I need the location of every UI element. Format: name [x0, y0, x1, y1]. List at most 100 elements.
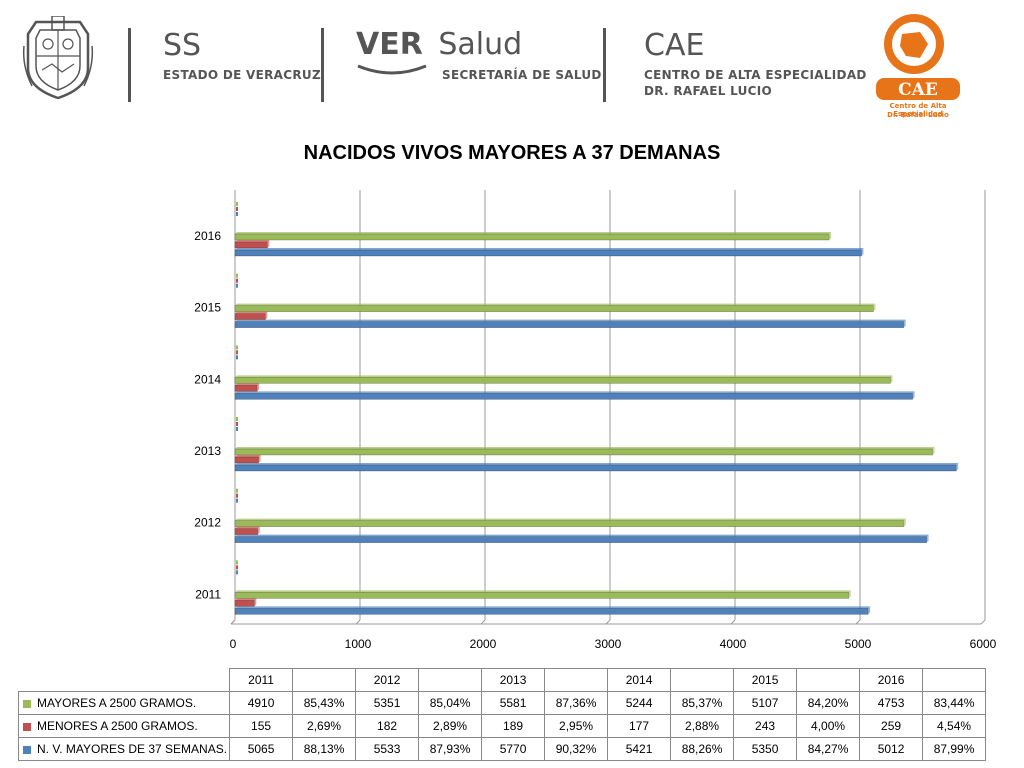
bar-end-face	[848, 590, 851, 599]
bar-top-face	[235, 598, 257, 601]
chart-axis: 0 1000 2000 3000 4000 5000 6000 2011 2012 2013 201…	[194, 229, 996, 651]
table-row: N. V. MAYORES DE 37 SEMANAS. 5065 88,13% 55…	[17, 737, 987, 761]
bar-end-face	[868, 606, 871, 615]
bar-end-face	[861, 248, 864, 256]
bar-2-2013	[234, 463, 959, 472]
table-row: MAYORES A 2500 GRAMOS. 4910 85,43% 5351 85,0…	[17, 691, 987, 715]
header-divider	[321, 28, 324, 102]
bar-1-2013	[234, 455, 261, 464]
bar-top-face	[235, 375, 893, 378]
table-percent-cell: 2,95%	[544, 714, 609, 738]
table-value-cell: 5107	[733, 691, 798, 715]
bar-end-face	[912, 391, 915, 400]
y-tick-label: 2016	[194, 229, 221, 243]
bar-end-face	[932, 447, 935, 455]
zero-series-stub	[236, 202, 238, 206]
x-gridline-floor	[855, 619, 861, 625]
bar-end-face	[254, 598, 257, 607]
table-value-cell: 5770	[481, 737, 546, 761]
bar-1-2015	[234, 311, 268, 320]
bar-end-face	[829, 232, 832, 240]
x-tick-label: 0	[230, 637, 237, 651]
cae-emblem-caption2: Dr. Rafael Lucio	[887, 111, 949, 119]
legend-swatch	[23, 699, 31, 708]
table-percent-cell: 90,32%	[544, 737, 609, 761]
zero-series-stub	[236, 427, 238, 431]
bar-end-face	[903, 319, 906, 328]
x-tick-label: 2000	[470, 637, 497, 651]
cae-emblem-text: CAE	[898, 80, 938, 100]
zero-series-stub	[236, 212, 238, 216]
table-percent-cell: 88,13%	[292, 737, 357, 761]
table-value-cell: 177	[607, 714, 672, 738]
zero-series-stub	[236, 355, 238, 360]
bar-front-face	[234, 385, 258, 392]
table-year-header-blank	[922, 668, 987, 692]
table-value-cell: 5065	[229, 737, 294, 761]
chart-bars	[234, 202, 959, 615]
bar-top-face	[235, 240, 270, 242]
table-value-cell: 189	[481, 714, 546, 738]
zero-series-stub	[236, 345, 238, 350]
table-percent-cell: 2,89%	[418, 714, 483, 738]
bar-0-2012	[234, 518, 906, 527]
cae-emblem-icon: CAE	[876, 14, 960, 100]
bar-front-face	[234, 321, 905, 328]
cae-subtitle-line2: DR. RAFAEL LUCIO	[644, 84, 773, 98]
table-value-cell: 5533	[355, 737, 420, 761]
ver-subtitle: SECRETARÍA DE SALUD	[442, 68, 602, 82]
table-value-cell: 5012	[859, 737, 924, 761]
table-percent-cell: 87,99%	[922, 737, 987, 761]
bar-2-2011	[234, 606, 871, 615]
x-gridline-floor	[480, 619, 486, 625]
table-percent-cell: 4,00%	[796, 714, 861, 738]
zero-series-stub	[236, 417, 238, 421]
legend-label: MAYORES A 2500 GRAMOS.	[17, 691, 231, 715]
bar-0-2013	[234, 447, 935, 456]
bar-top-face	[235, 232, 832, 234]
bar-top-face	[235, 319, 906, 322]
bar-end-face	[257, 383, 260, 392]
bar-front-face	[234, 233, 830, 241]
bar-1-2012	[234, 526, 260, 535]
header-divider	[128, 28, 131, 102]
bar-front-face	[234, 456, 259, 464]
table-value-cell: 259	[859, 714, 924, 738]
table-percent-cell: 84,27%	[796, 737, 861, 761]
zero-series-stub	[236, 283, 238, 288]
veracruz-seal-icon	[22, 16, 94, 100]
y-tick-label: 2011	[195, 587, 221, 601]
legend-text: MENORES A 2500 GRAMOS.	[37, 719, 198, 733]
bar-2-2016	[234, 248, 864, 257]
bar-top-face	[235, 447, 935, 449]
zero-series-stub	[236, 560, 238, 565]
table-value-cell: 155	[229, 714, 294, 738]
bar-top-face	[235, 590, 851, 593]
bar-front-face	[234, 313, 266, 320]
bar-front-face	[234, 608, 869, 615]
table-header-row: 2011 2012 2013 2014 2015 2016	[19, 668, 987, 692]
table-year-header: 2013	[481, 668, 546, 692]
legend-text: MAYORES A 2500 GRAMOS.	[37, 696, 197, 710]
table-percent-cell: 85,43%	[292, 691, 357, 715]
zero-series-stub	[236, 422, 238, 426]
zero-series-stub	[236, 493, 238, 498]
x-gridline-floor	[980, 619, 986, 625]
bar-2-2015	[234, 319, 906, 328]
legend-text: N. V. MAYORES DE 37 SEMANAS.	[37, 742, 228, 756]
table-percent-cell: 4,54%	[922, 714, 987, 738]
data-table: 2011 2012 2013 2014 2015 2016 MAYORES A 2500 …	[17, 668, 987, 761]
bar-top-face	[235, 463, 959, 465]
legend-swatch	[23, 745, 31, 754]
bar-front-face	[234, 241, 268, 249]
bar-end-face	[926, 534, 929, 543]
zero-series-stub	[236, 488, 238, 493]
bar-front-face	[234, 305, 874, 312]
y-tick-label: 2012	[194, 516, 221, 530]
ver-salud-logo: VER Salud	[356, 27, 522, 62]
table-year-header-blank	[292, 668, 357, 692]
bar-top-face	[235, 534, 929, 537]
table-value-cell: 243	[733, 714, 798, 738]
table-value-cell: 5421	[607, 737, 672, 761]
